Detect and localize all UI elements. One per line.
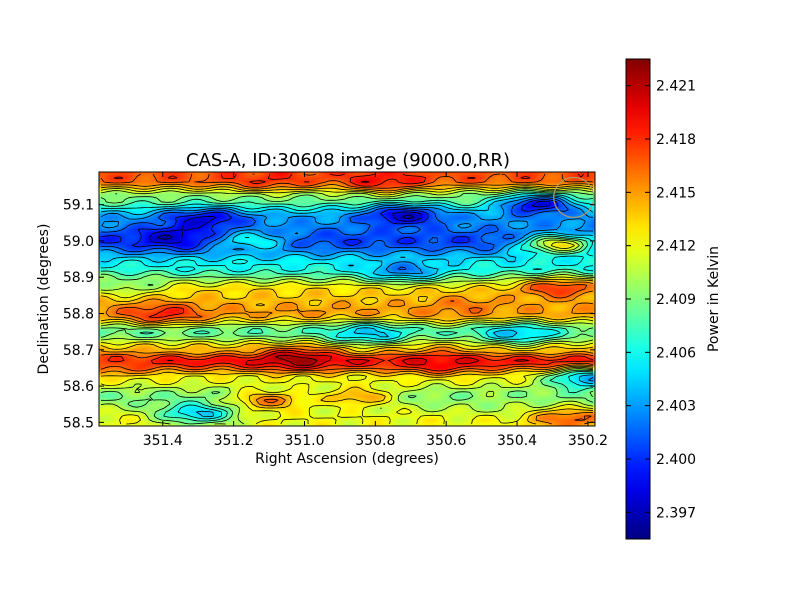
y-tick-label: 58.6 — [63, 379, 94, 395]
y-tick-label: 58.5 — [63, 415, 94, 431]
colorbar-tick-label: 2.406 — [656, 345, 696, 361]
contour-level-7 — [100, 191, 594, 422]
x-tick-label: 351.2 — [214, 433, 254, 449]
x-axis-ticks: 351.4 351.2 351.0 350.8 350.6 350.4 350.2 — [143, 172, 608, 449]
chart-title: CAS-A, ID:30608 image (9000.0,RR) — [186, 150, 510, 171]
colorbar-tick-label: 2.418 — [656, 132, 696, 148]
y-tick-label: 59.1 — [63, 198, 94, 214]
x-tick-label: 350.2 — [568, 433, 608, 449]
contour-level-14 — [107, 173, 594, 372]
contour-level-4 — [100, 196, 594, 382]
contour-lines — [100, 173, 594, 425]
colorbar-tick-label: 2.397 — [656, 505, 696, 521]
contour-level-12 — [100, 183, 594, 425]
x-tick-label: 350.8 — [355, 433, 395, 449]
contour-level-15 — [167, 180, 530, 369]
x-tick-label: 350.4 — [497, 433, 537, 449]
x-tick-label: 351.0 — [284, 433, 324, 449]
y-axis-ticks: 58.5 58.6 58.7 58.8 58.9 59.0 59.1 — [63, 198, 595, 431]
colorbar-label: Power in Kelvin — [706, 246, 722, 352]
contour-level-10 — [100, 186, 594, 425]
y-axis-label: Declination (degrees) — [36, 224, 52, 375]
x-axis-label: Right Ascension (degrees) — [255, 451, 439, 467]
contour-level-2 — [100, 199, 559, 250]
heatmap-plot — [98, 171, 596, 427]
contour-level-6 — [100, 193, 594, 420]
contour-level-11 — [100, 185, 594, 425]
contour-level-5 — [100, 194, 594, 417]
y-tick-label: 58.7 — [63, 343, 94, 359]
beam-marker — [553, 176, 595, 218]
colorbar-tick-label: 2.409 — [656, 292, 696, 308]
colorbar: 2.397 2.400 2.403 2.406 2.409 2.412 2.415 2.418… — [625, 58, 722, 540]
colorbar-tick-label: 2.400 — [656, 452, 696, 468]
colorbar-tick-label: 2.412 — [656, 239, 696, 255]
plot-frame — [98, 171, 596, 427]
contour-level-0 — [157, 214, 415, 240]
y-tick-label: 58.9 — [63, 270, 94, 286]
contour-level-9 — [100, 188, 594, 425]
colorbar-tick-label: 2.421 — [656, 79, 696, 95]
x-tick-label: 350.6 — [426, 433, 466, 449]
colorbar-tick-label: 2.415 — [656, 185, 696, 201]
contour-level-16 — [275, 354, 318, 366]
y-tick-label: 58.8 — [63, 307, 94, 323]
x-tick-label: 351.4 — [143, 433, 183, 449]
y-tick-label: 59.0 — [63, 234, 94, 250]
colorbar-tick-label: 2.403 — [656, 399, 696, 415]
contour-level-3 — [100, 197, 569, 270]
colorbar-ticks: 2.397 2.400 2.403 2.406 2.409 2.412 2.415 2.418… — [626, 79, 696, 521]
contour-level-8 — [100, 189, 594, 425]
contour-level-1 — [148, 200, 551, 244]
contour-level-13 — [100, 173, 594, 421]
